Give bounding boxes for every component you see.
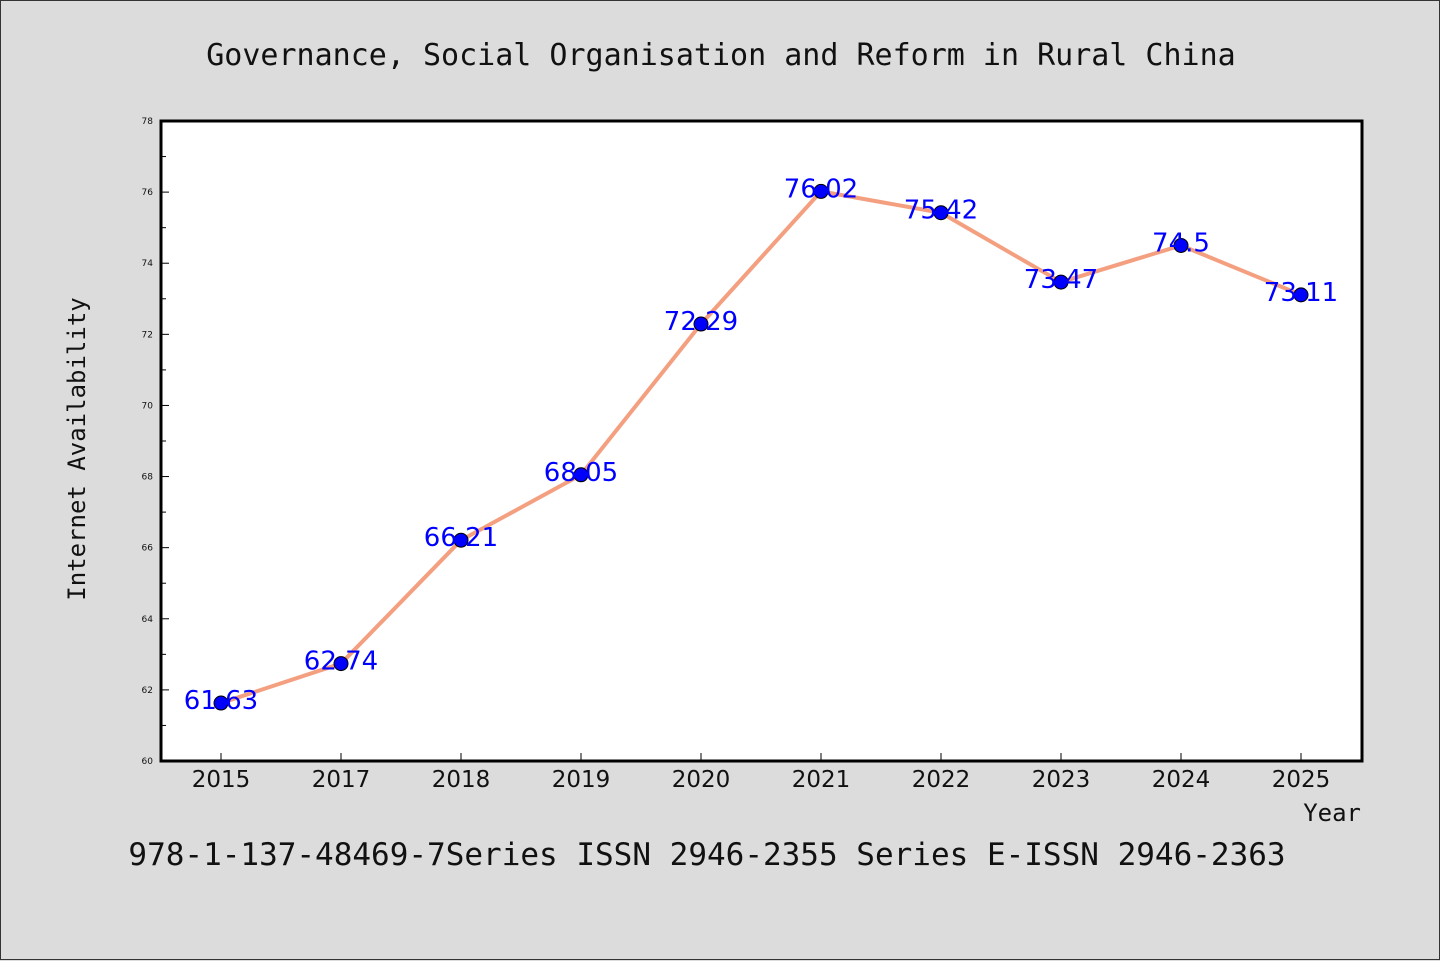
data-point xyxy=(933,205,949,221)
series xyxy=(213,183,1309,711)
data-labels: 61.63 62.74 66.21 68.05 72.29 76.02 75.42 73.47… xyxy=(184,174,1338,716)
data-label: 72.29 xyxy=(664,307,738,337)
y-tick-label: 76 xyxy=(142,188,154,198)
plot-area xyxy=(159,119,1364,763)
y-tick-label: 68 xyxy=(142,473,154,483)
data-label: 73.11 xyxy=(1264,278,1338,308)
y-axis-label: Internet Availability xyxy=(63,297,91,600)
y-tick-label: 78 xyxy=(142,117,154,127)
data-label: 66.21 xyxy=(424,523,498,553)
x-tick-label: 2017 xyxy=(312,767,371,793)
y-tick-label: 62 xyxy=(142,686,153,696)
y-tick-label: 74 xyxy=(142,259,154,269)
data-point xyxy=(813,183,829,199)
y-tick-label: 72 xyxy=(142,330,153,340)
y-axis: 60 62 64 66 68 70 72 74 76 78 xyxy=(142,117,169,767)
data-label: 61.63 xyxy=(184,686,258,716)
data-point xyxy=(693,316,709,332)
x-tick-label: 2022 xyxy=(912,767,971,793)
data-label: 74.5 xyxy=(1152,228,1210,258)
x-tick-label: 2020 xyxy=(672,767,731,793)
series-line xyxy=(219,189,1303,706)
data-label: 68.05 xyxy=(544,458,618,488)
x-tick-label: 2025 xyxy=(1272,767,1331,793)
y-tick-label: 64 xyxy=(142,615,154,625)
data-point xyxy=(333,656,349,672)
x-tick-label: 2019 xyxy=(552,767,611,793)
y-tick-label: 60 xyxy=(142,757,154,767)
x-tick-label: 2021 xyxy=(792,767,851,793)
x-tick-label: 2018 xyxy=(432,767,491,793)
y-tick-label: 70 xyxy=(142,401,154,411)
data-point xyxy=(213,695,229,711)
data-label: 62.74 xyxy=(304,647,378,677)
footer-isbn-text: 978-1-137-48469-7Series ISSN 2946-2355 S… xyxy=(128,837,1285,873)
y-tick-label: 66 xyxy=(142,544,154,554)
data-point xyxy=(1053,274,1069,290)
x-tick-label: 2015 xyxy=(192,767,251,793)
data-label: 76.02 xyxy=(784,174,858,204)
data-point xyxy=(573,467,589,483)
x-tick-label: 2023 xyxy=(1032,767,1091,793)
data-point xyxy=(1293,287,1309,303)
data-point xyxy=(453,532,469,548)
chart-title: Governance, Social Organisation and Refo… xyxy=(206,38,1236,73)
data-label: 75.42 xyxy=(904,196,978,226)
data-point xyxy=(1173,237,1189,253)
x-tick-label: 2024 xyxy=(1152,767,1211,793)
x-axis-label: Year xyxy=(1303,799,1361,827)
data-label: 73.47 xyxy=(1024,265,1098,295)
x-axis: 2015 2017 2018 2019 2020 2021 2022 2023 2024 2025 xyxy=(192,753,1331,793)
